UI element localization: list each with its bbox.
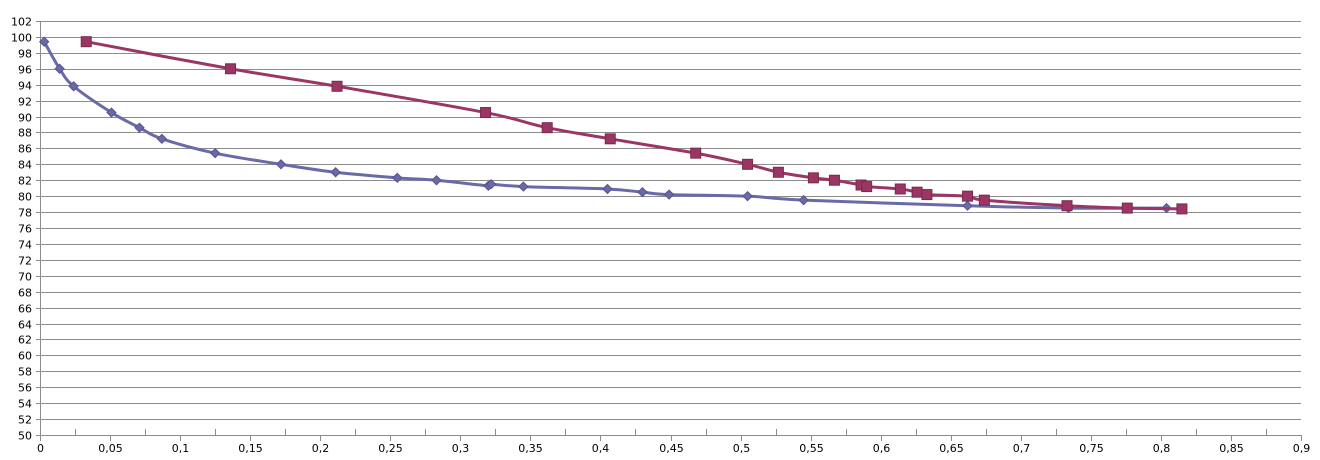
- y-tick-label: 64: [18, 319, 32, 332]
- y-tick-label: 50: [18, 430, 32, 443]
- series-1-point: [68, 81, 79, 92]
- gridlines: [40, 21, 1301, 436]
- x-tick-label: 0,9: [1293, 442, 1311, 455]
- x-tick-label: 0,2: [312, 442, 330, 455]
- series-1-point: [156, 133, 168, 145]
- x-tick-label: 0,35: [518, 442, 543, 455]
- y-tick-label: 78: [18, 207, 32, 220]
- x-tick-label: 0,7: [1013, 442, 1031, 455]
- series-2-point: [480, 107, 492, 119]
- y-tick-label: 82: [18, 175, 32, 188]
- series-1-point: [209, 147, 221, 159]
- series-2-point: [772, 166, 784, 178]
- x-tick-label: 0,25: [378, 442, 403, 455]
- series-2-point: [331, 80, 343, 92]
- y-tick-label: 88: [18, 127, 32, 140]
- y-tick-label: 60: [18, 350, 32, 363]
- y-tick-label: 62: [18, 334, 32, 347]
- series-2-point: [1176, 203, 1188, 215]
- x-tick-label: 0: [37, 442, 44, 455]
- series-1-point: [38, 36, 50, 47]
- series-1-point: [742, 190, 753, 202]
- y-tick-label: 74: [18, 239, 32, 252]
- series-2-point: [861, 181, 873, 193]
- y-tick-label: 68: [18, 287, 32, 300]
- series-2-point: [921, 189, 933, 201]
- y-tick-label: 94: [18, 80, 32, 93]
- series-2-point: [828, 174, 840, 186]
- x-tick-label: 0,8: [1153, 442, 1171, 455]
- y-tick-label: 86: [18, 143, 32, 156]
- y-tick-label: 84: [18, 159, 32, 172]
- series-layer: [38, 36, 1188, 215]
- series-2-point: [1061, 200, 1073, 212]
- series-1-point: [330, 167, 341, 178]
- series-1-point: [485, 179, 497, 190]
- series-1-point: [962, 200, 973, 211]
- x-tick-label: 0,45: [659, 442, 684, 455]
- x-tick-label: 0,05: [98, 442, 123, 455]
- series-1: [38, 36, 1172, 214]
- x-tick-label: 0,65: [939, 442, 964, 455]
- y-tick-label: 90: [18, 112, 32, 125]
- series-1-point: [602, 183, 613, 195]
- series-2-point: [978, 194, 990, 206]
- y-tick-label: 66: [18, 303, 32, 316]
- x-tick-label: 0,6: [873, 442, 891, 455]
- axes: [36, 21, 1302, 441]
- series-1-point: [134, 122, 145, 133]
- series-1-point: [54, 63, 65, 74]
- x-tick-label: 0,55: [799, 442, 824, 455]
- y-tick-label: 100: [11, 32, 32, 45]
- series-1-point: [106, 107, 117, 118]
- series-2: [80, 36, 1188, 215]
- x-tick-label: 0,1: [172, 442, 190, 455]
- series-2-point: [541, 122, 553, 134]
- y-tick-label: 54: [18, 398, 32, 411]
- series-2-point: [911, 186, 923, 198]
- y-tick-label: 56: [18, 382, 32, 395]
- y-tick-label: 76: [18, 223, 32, 236]
- series-2-point: [807, 172, 819, 184]
- y-tick-label: 96: [18, 64, 32, 77]
- series-1-point: [392, 172, 403, 184]
- tick-labels: 50 52 54 56 58 60 62 64 66 68 70 72 74 76 78 80 82 84 86 88…: [11, 16, 1310, 456]
- x-tick-label: 0,85: [1219, 442, 1244, 455]
- series-1-point: [637, 186, 648, 198]
- x-tick-label: 0,5: [733, 442, 751, 455]
- series-2-point: [604, 133, 616, 145]
- series-2-point: [894, 183, 906, 195]
- series-2-point: [962, 190, 974, 202]
- x-tick-label: 0,4: [592, 442, 610, 455]
- y-tick-label: 52: [18, 414, 32, 427]
- x-tick-label: 0,3: [452, 442, 470, 455]
- series-1-point: [518, 181, 529, 192]
- series-1-point: [798, 194, 809, 206]
- series-2-line: [84, 40, 1184, 211]
- x-tick-label: 0,75: [1079, 442, 1104, 455]
- y-tick-label: 72: [18, 255, 32, 268]
- y-tick-label: 98: [18, 48, 32, 61]
- y-tick-label: 70: [18, 271, 32, 284]
- y-tick-label: 58: [18, 366, 32, 379]
- series-2-point: [690, 147, 702, 159]
- series-2-point: [80, 36, 92, 48]
- series-1-point: [431, 175, 442, 186]
- series-1-point: [663, 189, 675, 200]
- y-tick-label: 102: [11, 16, 32, 29]
- x-tick-label: 0,15: [238, 442, 263, 455]
- series-2-point: [1121, 202, 1133, 214]
- y-tick-label: 92: [18, 96, 32, 109]
- series-1-point: [275, 159, 287, 170]
- series-2-point: [742, 158, 754, 170]
- series-2-point: [225, 63, 237, 75]
- y-tick-label: 80: [18, 191, 32, 204]
